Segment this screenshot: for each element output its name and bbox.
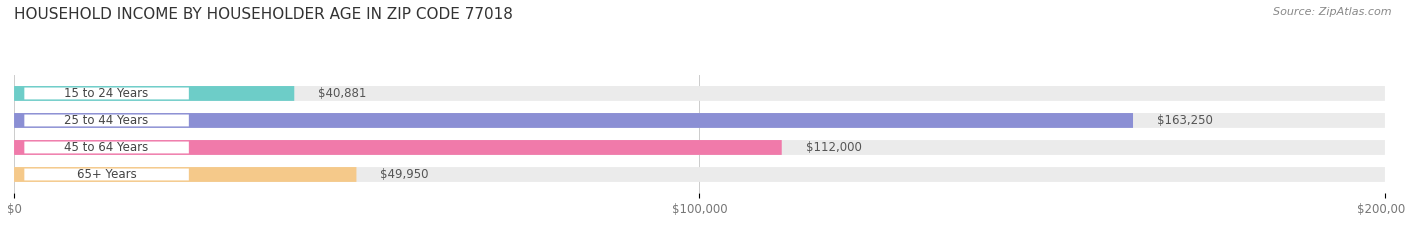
FancyBboxPatch shape bbox=[24, 115, 188, 127]
Text: Source: ZipAtlas.com: Source: ZipAtlas.com bbox=[1274, 7, 1392, 17]
FancyBboxPatch shape bbox=[14, 167, 1385, 182]
FancyBboxPatch shape bbox=[14, 167, 357, 182]
Text: 25 to 44 Years: 25 to 44 Years bbox=[65, 114, 149, 127]
Text: $163,250: $163,250 bbox=[1157, 114, 1213, 127]
Text: $112,000: $112,000 bbox=[806, 141, 862, 154]
FancyBboxPatch shape bbox=[14, 86, 294, 101]
Text: $49,950: $49,950 bbox=[381, 168, 429, 181]
FancyBboxPatch shape bbox=[24, 141, 188, 153]
FancyBboxPatch shape bbox=[24, 168, 188, 180]
Text: 45 to 64 Years: 45 to 64 Years bbox=[65, 141, 149, 154]
FancyBboxPatch shape bbox=[14, 113, 1133, 128]
Text: 15 to 24 Years: 15 to 24 Years bbox=[65, 87, 149, 100]
Text: 65+ Years: 65+ Years bbox=[77, 168, 136, 181]
FancyBboxPatch shape bbox=[14, 140, 782, 155]
Text: HOUSEHOLD INCOME BY HOUSEHOLDER AGE IN ZIP CODE 77018: HOUSEHOLD INCOME BY HOUSEHOLDER AGE IN Z… bbox=[14, 7, 513, 22]
FancyBboxPatch shape bbox=[14, 140, 1385, 155]
FancyBboxPatch shape bbox=[14, 86, 1385, 101]
Text: $40,881: $40,881 bbox=[318, 87, 367, 100]
FancyBboxPatch shape bbox=[14, 113, 1385, 128]
FancyBboxPatch shape bbox=[24, 88, 188, 99]
